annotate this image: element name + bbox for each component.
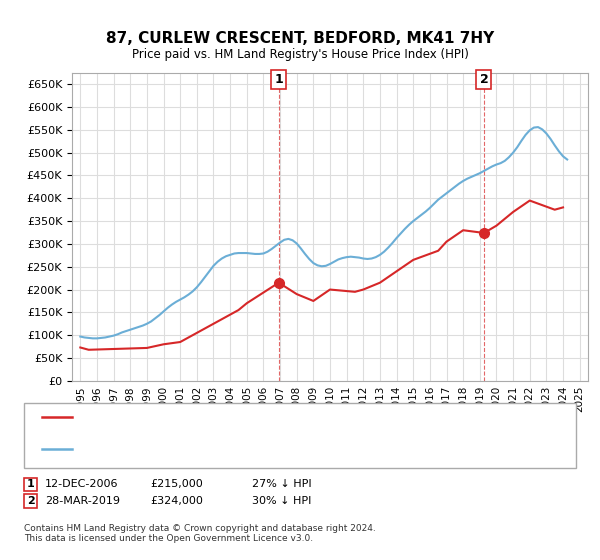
Text: Price paid vs. HM Land Registry's House Price Index (HPI): Price paid vs. HM Land Registry's House … bbox=[131, 48, 469, 60]
Text: 12-DEC-2006: 12-DEC-2006 bbox=[45, 479, 119, 489]
Text: 1: 1 bbox=[27, 479, 34, 489]
Text: HPI: Average price, detached house, Bedford: HPI: Average price, detached house, Bedf… bbox=[78, 444, 312, 454]
Text: 2: 2 bbox=[479, 73, 488, 86]
Text: 87, CURLEW CRESCENT, BEDFORD, MK41 7HY: 87, CURLEW CRESCENT, BEDFORD, MK41 7HY bbox=[106, 31, 494, 46]
Text: Contains HM Land Registry data © Crown copyright and database right 2024.
This d: Contains HM Land Registry data © Crown c… bbox=[24, 524, 376, 543]
Text: 27% ↓ HPI: 27% ↓ HPI bbox=[252, 479, 311, 489]
Text: £215,000: £215,000 bbox=[150, 479, 203, 489]
Text: £324,000: £324,000 bbox=[150, 496, 203, 506]
Text: 28-MAR-2019: 28-MAR-2019 bbox=[45, 496, 120, 506]
Text: 1: 1 bbox=[274, 73, 283, 86]
Text: 30% ↓ HPI: 30% ↓ HPI bbox=[252, 496, 311, 506]
Text: 87, CURLEW CRESCENT, BEDFORD, MK41 7HY (detached house): 87, CURLEW CRESCENT, BEDFORD, MK41 7HY (… bbox=[78, 412, 413, 422]
Text: 2: 2 bbox=[27, 496, 34, 506]
